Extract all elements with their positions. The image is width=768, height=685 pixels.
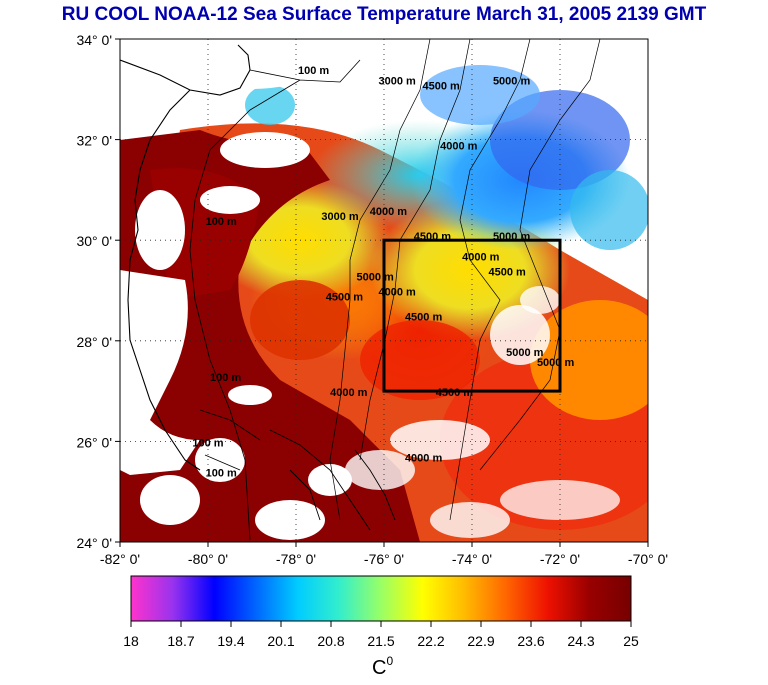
contour-label: 4000 m [405,453,443,465]
colorbar-tick-label: 19.4 [217,633,244,649]
contour-label: 5000 m [537,357,575,369]
sst-field: 100 m 3000 m 4500 m 5000 m 4000 m 100 m 3000 m… [120,39,648,542]
lat-tick-label: 32° 0' [76,133,112,149]
map-title: RU COOL NOAA-12 Sea Surface Temperature … [61,4,707,25]
study-area-box [382,238,562,393]
colorbar-tick-label: 18 [123,633,139,649]
contour-label: 4500 m [326,292,364,304]
lon-tick-label: -78° 0' [276,551,316,567]
contour-label: 4500 m [436,387,474,399]
colorbar-tick-label: 22.9 [467,633,494,649]
contour-label: 3000 m [379,75,417,87]
contour-label: 5000 m [357,271,395,283]
contour-label: 4500 m [405,312,443,324]
colorbar-tick-label: 24.3 [567,633,594,649]
lat-tick-label: 26° 0' [76,434,112,450]
lon-tick-label: -74° 0' [452,551,492,567]
lon-tick-label: -72° 0' [540,551,580,567]
colorbar-ticks: 18 18.7 19.4 20.1 20.8 21.5 22.2 22.9 23.6 24.3 25 [123,621,639,649]
longitude-axis: -82° 0' -80° 0' -78° 0' -76° 0' -74° 0' -72° … [100,542,668,567]
contour-label: 4000 m [462,251,500,263]
contour-labels: 100 m 3000 m 4500 m 5000 m 4000 m 100 m 3000 m… [192,65,574,479]
contour-label: 5000 m [493,75,531,87]
contour-label: 4500 m [489,266,527,278]
lat-tick-label: 24° 0' [76,535,112,551]
colorbar-tick-label: 18.7 [167,633,194,649]
contour-label: 4500 m [414,231,452,243]
contour-label: 100 m [206,216,237,228]
contour-label: 4000 m [370,206,408,218]
lon-tick-label: -76° 0' [364,551,404,567]
colorbar-unit: C0 [372,654,393,679]
contour-label: 5000 m [506,347,544,359]
contour-label: 100 m [206,468,237,480]
colorbar-tick-label: 22.2 [417,633,444,649]
colorbar-tick-label: 23.6 [517,633,544,649]
lat-tick-label: 34° 0' [76,32,112,48]
colorbar-tick-label: 20.1 [267,633,294,649]
contour-label: 4000 m [330,387,368,399]
contour-label: 100 m [210,372,241,384]
colorbar-tick-label: 25 [623,633,639,649]
contour-label: 100 m [192,437,223,449]
colorbar-tick-label: 20.8 [317,633,344,649]
lon-tick-label: -82° 0' [100,551,140,567]
contour-label: 4000 m [440,141,478,153]
colorbar [130,575,632,622]
contour-label: 5000 m [493,231,531,243]
contour-label: 4000 m [379,287,417,299]
lat-tick-label: 30° 0' [76,233,112,249]
lat-tick-label: 28° 0' [76,334,112,350]
colorbar-tick-label: 21.5 [367,633,394,649]
lon-tick-label: -80° 0' [188,551,228,567]
contour-label: 100 m [298,65,329,77]
latitude-axis: 24° 0' 26° 0' 28° 0' 30° 0' 32° 0' 34° 0' [76,32,120,551]
contour-label: 3000 m [321,211,359,223]
lon-tick-label: -70° 0' [628,551,668,567]
contour-label: 4500 m [423,80,461,92]
